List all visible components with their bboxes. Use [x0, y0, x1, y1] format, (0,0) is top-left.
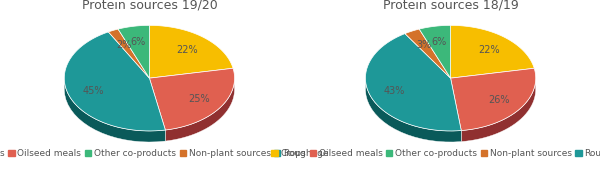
Polygon shape — [64, 32, 166, 131]
Text: 26%: 26% — [488, 95, 509, 105]
Polygon shape — [118, 25, 149, 78]
Polygon shape — [405, 29, 451, 78]
Polygon shape — [451, 68, 536, 130]
Title: Protein sources 18/19: Protein sources 18/19 — [383, 0, 518, 12]
Polygon shape — [109, 29, 149, 78]
Polygon shape — [451, 25, 534, 78]
Text: 2%: 2% — [116, 40, 132, 50]
Text: 6%: 6% — [131, 37, 146, 47]
Text: 25%: 25% — [188, 94, 209, 104]
Text: 43%: 43% — [384, 86, 405, 96]
Legend: Crops, Oilseed meals, Other co-products, Non-plant sources, Roughage: Crops, Oilseed meals, Other co-products,… — [0, 145, 332, 162]
Text: 22%: 22% — [478, 45, 499, 55]
Text: 45%: 45% — [83, 86, 104, 96]
Polygon shape — [64, 78, 166, 142]
Polygon shape — [419, 25, 451, 78]
Polygon shape — [166, 74, 235, 141]
Polygon shape — [365, 34, 461, 131]
Text: 3%: 3% — [416, 40, 431, 50]
Title: Protein sources 19/20: Protein sources 19/20 — [82, 0, 217, 12]
Text: 22%: 22% — [176, 45, 198, 55]
Polygon shape — [149, 68, 235, 130]
Polygon shape — [365, 74, 461, 142]
Polygon shape — [149, 25, 233, 78]
Legend: Crops, Oilseed meals, Other co-products, Non-plant sources, Roughage: Crops, Oilseed meals, Other co-products,… — [268, 145, 600, 162]
Text: 6%: 6% — [432, 37, 447, 47]
Polygon shape — [461, 74, 536, 142]
